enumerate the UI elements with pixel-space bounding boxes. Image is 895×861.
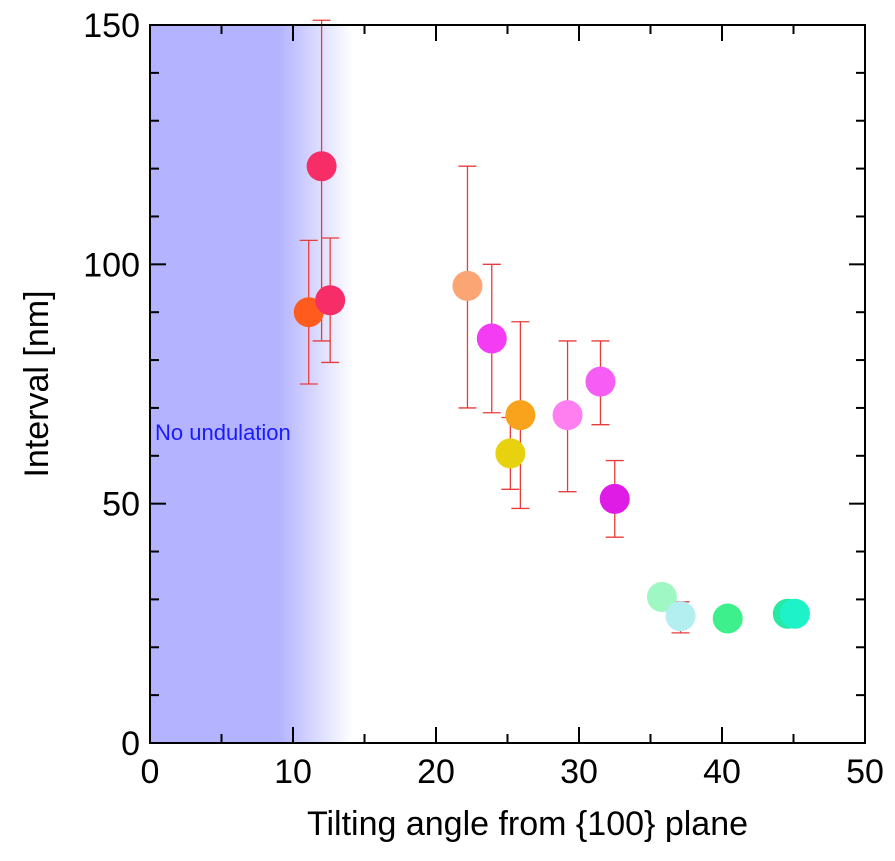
y-tick-label: 150	[83, 7, 140, 45]
data-point	[315, 285, 346, 316]
no-undulation-region	[150, 25, 354, 743]
x-tick-label: 0	[141, 753, 160, 791]
data-points	[293, 151, 810, 634]
tick-labels: 0 10 20 30 40 50 0 50 100 150	[83, 7, 884, 791]
x-axis-title: Tilting angle from {100} plane	[307, 805, 748, 843]
no-undulation-label: No undulation	[155, 420, 291, 445]
data-point	[665, 601, 696, 632]
data-point	[599, 483, 630, 514]
data-point	[779, 598, 810, 629]
y-axis-title: Interval [nm]	[18, 290, 56, 477]
y-tick-label: 100	[83, 246, 140, 284]
y-tick-label: 50	[102, 486, 140, 524]
data-point	[646, 582, 677, 613]
x-tick-label: 10	[274, 753, 312, 791]
data-point	[306, 151, 337, 182]
x-tick-label: 50	[846, 753, 884, 791]
x-tick-label: 40	[703, 753, 741, 791]
data-point	[452, 270, 483, 301]
data-point	[552, 400, 583, 431]
data-point	[476, 323, 507, 354]
x-tick-label: 30	[560, 753, 598, 791]
data-point	[495, 438, 526, 469]
y-tick-label: 0	[121, 725, 140, 763]
data-point	[585, 366, 616, 397]
plot-frame	[149, 24, 866, 744]
data-point	[712, 603, 743, 634]
data-point	[505, 400, 536, 431]
x-tick-label: 20	[417, 753, 455, 791]
